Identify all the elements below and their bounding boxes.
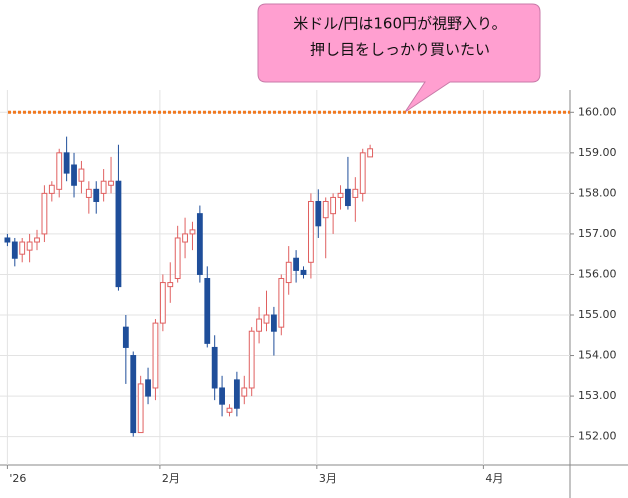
candle-body <box>11 241 18 259</box>
candle-body <box>337 192 344 198</box>
candle-body <box>345 188 351 207</box>
candle-body <box>300 269 307 275</box>
y-tick-label: 153.00 <box>578 389 617 402</box>
candle-body <box>34 237 40 243</box>
callout-text: 押し目をしっかり買いたい <box>310 41 490 59</box>
candle-body <box>182 233 188 243</box>
x-tick-label: 4月 <box>485 472 503 485</box>
candle-body <box>152 322 159 389</box>
candle-body <box>226 407 233 413</box>
candle-body <box>41 192 48 235</box>
candle-body <box>145 379 151 397</box>
candle-body <box>270 314 277 332</box>
candle-body <box>137 383 144 434</box>
candle-body <box>71 164 77 186</box>
candle-body <box>122 326 129 348</box>
candle-body <box>56 152 63 190</box>
candle-body <box>63 152 70 174</box>
candle-body <box>330 196 337 215</box>
candle-body <box>174 237 181 280</box>
y-tick-label: 160.00 <box>578 105 617 118</box>
candle-body <box>263 314 270 324</box>
candle-body <box>4 237 11 243</box>
x-tick-label: 2月 <box>162 472 180 485</box>
candle-body <box>241 387 248 397</box>
candle-body <box>100 180 107 194</box>
y-tick-label: 155.00 <box>578 308 617 321</box>
candle-body <box>78 168 85 182</box>
candle-body <box>189 229 196 235</box>
y-tick-label: 156.00 <box>578 267 617 280</box>
candle-body <box>308 200 314 263</box>
y-tick-label: 152.00 <box>578 430 617 443</box>
candle-body <box>367 148 374 158</box>
y-tick-label: 154.00 <box>578 349 617 362</box>
y-tick-label: 158.00 <box>578 186 617 199</box>
callout-box <box>257 3 541 113</box>
candle-body <box>108 180 114 186</box>
y-tick-label: 157.00 <box>578 227 617 240</box>
candle-body <box>19 241 26 255</box>
callout-text: 米ドル/円は160円が視野入り。 <box>293 15 506 33</box>
candle-body <box>278 278 285 328</box>
candle-body <box>211 346 218 389</box>
candle-body <box>352 188 359 198</box>
x-tick-label: '26 <box>9 472 26 485</box>
candle-body <box>26 241 33 251</box>
x-tick-label: 3月 <box>319 472 337 485</box>
candle-body <box>233 379 240 409</box>
candle-body <box>48 184 55 194</box>
candle-body <box>85 188 92 198</box>
candle-body <box>315 200 322 227</box>
candle-body <box>167 282 174 288</box>
candle-body <box>130 355 137 434</box>
candle-body <box>322 200 329 219</box>
candle-body <box>256 318 262 332</box>
candle-body <box>204 278 211 344</box>
candle-body <box>219 387 225 405</box>
candle-body <box>285 261 292 284</box>
candle-body <box>115 180 122 288</box>
candle-body <box>159 282 166 324</box>
candle-body <box>196 213 203 275</box>
y-tick-label: 159.00 <box>578 146 617 159</box>
candle-body <box>93 188 100 202</box>
candle-body <box>248 330 255 389</box>
candle-body <box>359 152 366 194</box>
candle-body <box>293 257 300 271</box>
